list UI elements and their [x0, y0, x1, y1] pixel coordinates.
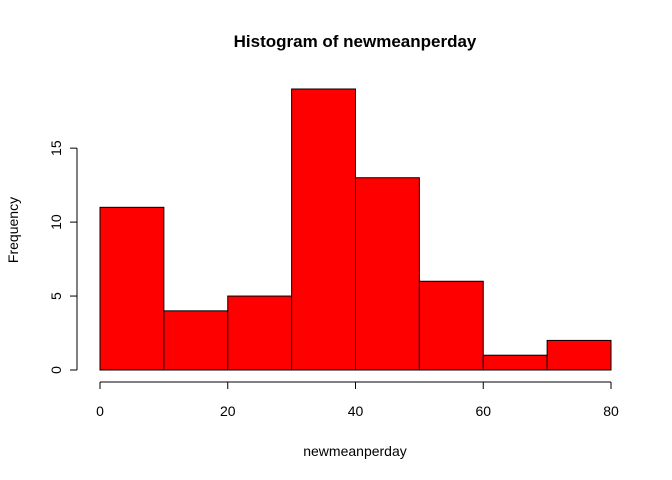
histogram-bar-5: [418, 280, 484, 371]
y-tick-label-0: 0: [48, 366, 64, 374]
histogram-bar-7: [546, 339, 612, 371]
histogram-bar-0: [99, 206, 165, 371]
y-tick-label-3: 15: [48, 140, 64, 156]
y-tick-label-2: 10: [48, 214, 64, 230]
histogram-bar-1: [163, 310, 229, 371]
histogram-bar-4: [355, 177, 420, 371]
histogram-bar-3: [291, 88, 356, 371]
y-axis: 0 5 10 15: [48, 140, 78, 374]
bars-group: [99, 88, 612, 371]
x-tick-label-3: 60: [475, 403, 491, 419]
histogram-bar-6: [482, 354, 548, 371]
histogram-bar-2: [227, 295, 293, 371]
y-tick-label-1: 5: [48, 292, 64, 300]
x-axis: 0 20 40 60 80: [96, 381, 619, 419]
x-tick-label-4: 80: [603, 403, 619, 419]
x-tick-label-2: 40: [348, 403, 364, 419]
y-axis-label: Frequency: [5, 197, 21, 263]
x-axis-label: newmeanperday: [303, 443, 407, 459]
x-tick-label-1: 20: [220, 403, 236, 419]
chart-title: Histogram of newmeanperday: [234, 32, 477, 51]
x-tick-label-0: 0: [96, 403, 104, 419]
